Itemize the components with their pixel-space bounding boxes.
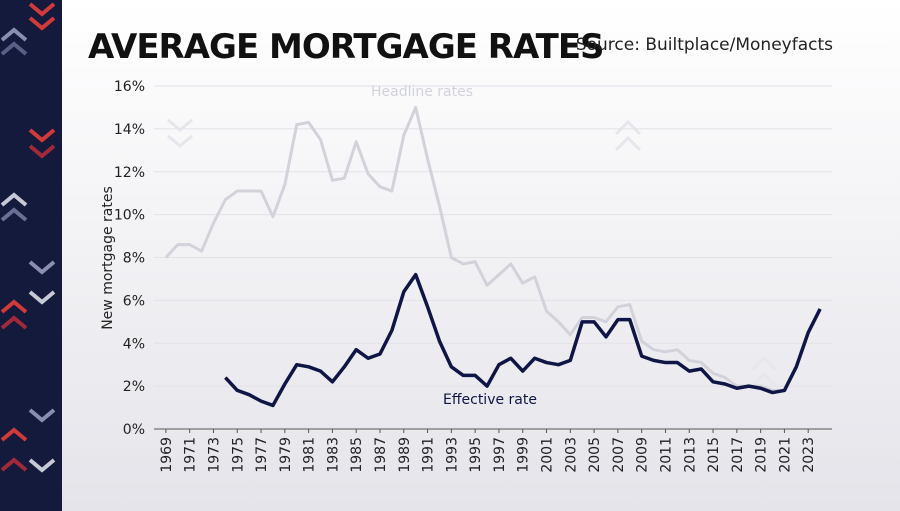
x-tick-label: 2011 — [658, 437, 674, 473]
y-tick-label: 2% — [123, 379, 145, 395]
x-tick-label: 1977 — [254, 437, 270, 473]
x-tick-label: 1997 — [492, 437, 508, 473]
y-tick-label: 8% — [123, 251, 145, 267]
x-tick-label: 2013 — [682, 437, 698, 473]
x-tick-label: 1981 — [302, 437, 318, 473]
background-chevrons — [167, 118, 778, 388]
y-tick-label: 14% — [114, 122, 145, 138]
series-line — [224, 272, 822, 408]
x-tick-label: 2015 — [706, 437, 722, 473]
x-tick-label: 2007 — [611, 437, 627, 473]
x-tick-label: 1999 — [516, 437, 532, 473]
x-tick-label: 1993 — [444, 437, 460, 473]
y-tick-label: 10% — [114, 208, 145, 224]
chevrons — [0, 2, 56, 473]
source: Source: Builtplace/Moneyfacts — [576, 35, 833, 55]
x-tick-label: 1973 — [206, 437, 222, 473]
x-tick-label: 1969 — [159, 437, 175, 473]
y-tick-label: 4% — [123, 336, 145, 352]
y-tick-label: 0% — [123, 422, 145, 438]
x-tick-label: 1989 — [397, 437, 413, 473]
x-tick-label: 1971 — [183, 437, 199, 473]
x-tick-label: 2009 — [635, 437, 651, 473]
x-tick-label: 2021 — [777, 437, 793, 473]
x-tick-label: 1987 — [373, 437, 389, 473]
y-axis-label: New mortgage rates — [100, 186, 116, 330]
x-tick-label: 1995 — [468, 437, 484, 473]
series-label: Headline rates — [371, 84, 473, 100]
y-tick-label: 16% — [114, 79, 145, 95]
series-label: Effective rate — [443, 392, 537, 408]
y-tick-label: 6% — [123, 293, 145, 309]
x-tick-label: 2023 — [801, 437, 817, 473]
x-tick-label: 1983 — [325, 437, 341, 473]
x-tick-label: 2017 — [730, 437, 746, 473]
x-tick-label: 2001 — [540, 437, 556, 473]
y-tick-label: 12% — [114, 165, 145, 181]
x-tick-label: 1985 — [349, 437, 365, 473]
x-tick-label: 1991 — [421, 437, 437, 473]
x-tick-label: 1979 — [278, 437, 294, 473]
x-tick-label: 2005 — [587, 437, 603, 473]
x-tick-label: 1975 — [230, 437, 246, 473]
x-tick-label: 2003 — [563, 437, 579, 473]
x-tick-label: 2019 — [754, 437, 770, 473]
series-line — [164, 105, 785, 392]
side-strip — [0, 0, 62, 511]
chart-title: AVERAGE MORTGAGE RATES — [88, 27, 604, 67]
